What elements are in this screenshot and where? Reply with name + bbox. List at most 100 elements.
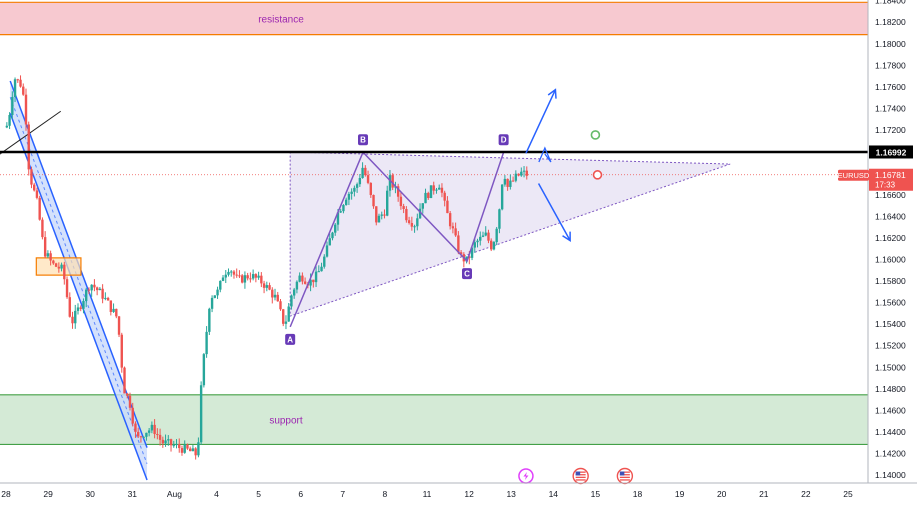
candle-body-141 (391, 175, 394, 188)
target-marker-green (590, 130, 601, 140)
candle-body-131 (364, 167, 367, 176)
projection-arrow-1-head (562, 231, 571, 242)
candle-body-15 (46, 253, 50, 257)
time-tick-label-17: 20 (717, 489, 727, 499)
candle-body-57 (161, 439, 165, 444)
candle-body-62 (175, 444, 178, 446)
candle-body-4 (16, 79, 19, 81)
candle-body-52 (147, 430, 151, 433)
candle-body-43 (123, 367, 126, 394)
price-tick-label-1: 1.18200 (875, 17, 906, 27)
candle-body-55 (156, 434, 159, 436)
price-tick-label-9: 1.16600 (875, 190, 906, 200)
candle-body-127 (353, 187, 356, 192)
price-tick-label-22: 1.14000 (875, 470, 906, 480)
abcd-point-D-badge (498, 134, 509, 146)
candle-body-125 (347, 193, 351, 200)
candle-body-14 (43, 237, 47, 257)
candle-body-119 (331, 232, 334, 239)
time-tick-label-15: 18 (633, 489, 643, 499)
candle-body-87 (243, 275, 247, 283)
candle-body-154 (427, 192, 430, 199)
abcd-point-A-badge (285, 333, 296, 345)
candle-body-168 (465, 256, 468, 262)
candle-body-2 (11, 96, 14, 116)
candle-body-136 (377, 215, 381, 223)
candle-body-171 (473, 242, 476, 248)
us-flag-stripe-1-0 (575, 471, 586, 473)
candle-body-44 (126, 393, 129, 396)
us-flag-stripe-2-0 (619, 471, 630, 473)
candle-body-144 (399, 196, 403, 207)
candle-body-89 (249, 278, 252, 280)
candle-body-42 (120, 334, 123, 368)
candle-body-158 (438, 187, 441, 190)
candle-body-85 (238, 275, 241, 277)
price-tick-label-5: 1.17400 (875, 103, 906, 113)
candle-body-40 (115, 308, 118, 317)
candle-body-64 (180, 448, 184, 453)
candle-body-23 (68, 297, 71, 317)
candle-body-169 (468, 256, 471, 258)
us-flag-canton-2 (619, 471, 625, 476)
candle-body-41 (117, 316, 121, 335)
candle-body-170 (470, 247, 474, 258)
time-tick-label-6: 5 (256, 489, 261, 499)
price-tick-label-10: 1.16400 (875, 211, 906, 221)
candle-body-77 (216, 289, 219, 296)
projection-arrow-1-shaft (537, 183, 571, 241)
candle-body-181 (500, 184, 504, 210)
candle-body-21 (63, 264, 66, 280)
candle-body-28 (82, 300, 85, 309)
candle-body-50 (142, 436, 145, 438)
symbol-badge (838, 169, 869, 181)
candle-body-68 (191, 448, 195, 452)
candle-body-128 (355, 184, 359, 188)
current-price-badge (869, 168, 913, 191)
candle-body-16 (49, 253, 52, 261)
candle-body-13 (41, 219, 44, 238)
candle-body-32 (93, 284, 96, 288)
candle-body-180 (498, 209, 501, 229)
candles-layer (5, 75, 528, 460)
time-tick-label-16: 19 (675, 489, 685, 499)
candle-body-113 (314, 271, 318, 283)
candle-body-3 (13, 79, 17, 97)
time-tick-label-1: 29 (43, 489, 53, 499)
candle-body-123 (342, 205, 345, 212)
candle-body-12 (38, 197, 41, 220)
candle-body-33 (95, 287, 99, 291)
channel-mid-line (9, 97, 148, 465)
candle-body-24 (71, 316, 74, 324)
candle-body-162 (448, 213, 452, 227)
candle-body-25 (74, 310, 77, 324)
candle-body-94 (262, 283, 266, 288)
candle-body-150 (416, 218, 419, 227)
us-flag-stripe-2-3 (619, 479, 630, 481)
candle-body-102 (284, 321, 288, 324)
candle-body-49 (139, 436, 143, 438)
abcd-pattern-line (289, 150, 505, 328)
candle-body-66 (186, 444, 189, 449)
time-tick-label-8: 7 (340, 489, 345, 499)
price-tick-label-11: 1.16200 (875, 233, 906, 243)
candle-body-147 (407, 220, 411, 224)
candle-countdown-text: 17:33 (875, 181, 896, 190)
candle-body-26 (76, 307, 80, 311)
candle-body-37 (106, 297, 110, 301)
candle-body-5 (19, 79, 22, 87)
candle-body-73 (205, 331, 208, 355)
candle-body-145 (402, 206, 405, 210)
candle-body-190 (525, 170, 528, 176)
candle-body-91 (254, 274, 258, 278)
price-tick-label-19: 1.14600 (875, 405, 906, 415)
candle-body-109 (303, 281, 307, 284)
price-tick-label-15: 1.15400 (875, 319, 906, 329)
candle-body-164 (454, 228, 457, 236)
time-tick-label-13: 14 (549, 489, 559, 499)
triangle-pattern (289, 151, 731, 317)
candle-body-96 (268, 285, 271, 290)
candle-body-138 (383, 214, 386, 216)
